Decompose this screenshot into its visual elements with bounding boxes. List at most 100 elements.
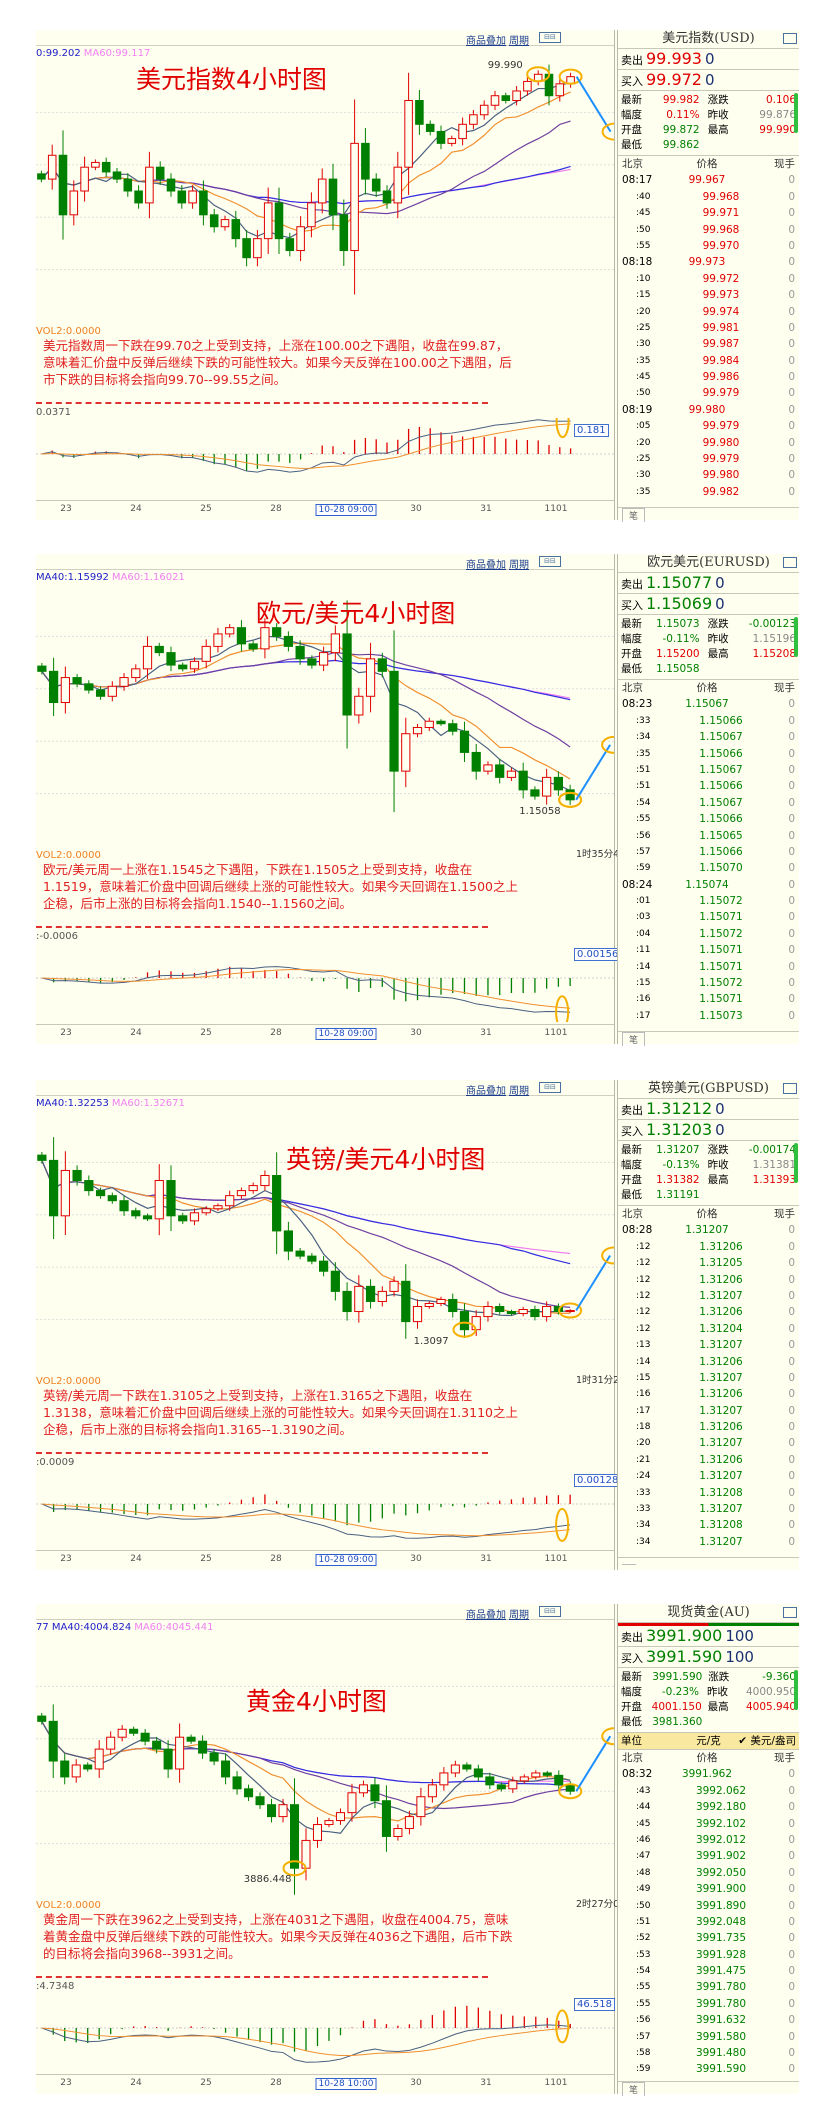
overlay-product-link[interactable]: 商品叠加 [466, 1086, 506, 1097]
tick-row: :15 1.31207 0 [618, 1370, 799, 1386]
candle [448, 723, 458, 732]
stat-label: 涨跌 [707, 1144, 729, 1156]
buy-row: 买入 1.15069 0 [618, 594, 799, 615]
chart-panel: 商品叠加 周期 ⊟⊟ MA40:1.32253 MA60:1.32671 英镑/美元4小时… [36, 1080, 799, 1571]
tick-volume: 0 [788, 911, 795, 924]
unit-option[interactable]: 元/克 [696, 1735, 721, 1747]
tick-time: :45 [636, 372, 651, 383]
tick-price: 3992.102 [695, 1817, 747, 1830]
maximize-icon[interactable] [783, 33, 797, 44]
vol-label: VOL2:0.0000 [36, 326, 101, 337]
candle [145, 166, 154, 204]
period-link[interactable]: 周期 [509, 560, 529, 571]
tick-time: :53 [636, 1949, 651, 1960]
x-axis-label: 23 [60, 2078, 72, 2088]
tick-volume: 0 [788, 321, 795, 334]
tick-row: :18 1.31206 0 [618, 1419, 799, 1435]
maximize-icon[interactable] [783, 1083, 797, 1094]
candle [490, 95, 500, 106]
candle [393, 166, 403, 204]
tick-volume: 0 [788, 453, 795, 466]
unit-option[interactable]: ✔ 美元/盎司 [738, 1735, 796, 1747]
tick-time: :01 [636, 896, 651, 907]
overlay-product-link[interactable]: 商品叠加 [466, 1610, 506, 1621]
stat-label: 开盘 [621, 1701, 642, 1713]
tick-time: :55 [636, 814, 651, 825]
ma5-line [41, 1160, 571, 1317]
tick-row: :51 3992.048 0 [618, 1914, 799, 1930]
candle [253, 238, 262, 259]
stats-row: 开盘 1.31382 最高 1.31393 [621, 1173, 796, 1188]
candle [307, 202, 316, 228]
candle [142, 1215, 153, 1220]
tick-row: :12 1.31206 0 [618, 1272, 799, 1288]
ma60-value: MA60:4045.441 [134, 1622, 214, 1633]
tick-row: :21 1.31206 0 [618, 1452, 799, 1468]
tick-time: :33 [636, 1504, 651, 1515]
tick-price: 3991.632 [695, 2014, 747, 2027]
candle [189, 1212, 200, 1222]
highlight-circle [555, 418, 570, 439]
tick-row: :25 99.979 0 [618, 451, 799, 467]
buy-row: 买入 1.31203 0 [618, 1120, 799, 1141]
stats-scrollbar[interactable] [794, 617, 798, 657]
chart-panel: 商品叠加 周期 ⊟⊟ 0:99.202 MA60:99.117 美元指数4小时图 99.99… [36, 30, 799, 522]
candle [565, 1784, 575, 1792]
candle [248, 643, 258, 650]
period-link[interactable]: 周期 [509, 1086, 529, 1097]
overlay-product-link[interactable]: 商品叠加 [466, 560, 506, 571]
tick-price: 3991.580 [695, 2030, 747, 2043]
layout-toggle-icon[interactable]: ⊟⊟ [539, 32, 561, 43]
candle [60, 677, 70, 704]
tick-row: :59 1.15070 0 [618, 860, 799, 876]
ticks-column-header: 价格 [696, 1208, 718, 1220]
tab-trades[interactable]: 笔 [622, 1032, 646, 1046]
stats-row: 幅度 -0.23% 昨收 4000.950 [621, 1685, 796, 1700]
stats-scrollbar[interactable] [794, 1143, 798, 1183]
x-axis-label: 31 [480, 1028, 492, 1038]
candle [37, 1154, 47, 1161]
x-axis-label: 23 [60, 1028, 72, 1038]
buy-price: 3991.590 [646, 1647, 723, 1666]
tick-volume: 0 [788, 1240, 795, 1253]
tick-time: :16 [636, 1389, 651, 1400]
unit-selector[interactable]: 单位 元/克 ✔ 美元/盎司 [618, 1733, 799, 1750]
tick-time: :40 [636, 191, 651, 202]
overlay-product-link[interactable]: 商品叠加 [466, 36, 506, 47]
tick-row: :55 1.15066 0 [618, 811, 799, 827]
tick-volume: 0 [788, 1470, 795, 1483]
stats-scrollbar[interactable] [794, 1670, 798, 1710]
tick-time: :20 [636, 306, 651, 317]
stat-label: 最高 [707, 1174, 729, 1186]
tick-volume: 0 [788, 1388, 795, 1401]
maximize-icon[interactable] [783, 1607, 797, 1618]
candle [554, 1774, 564, 1786]
macd-dif-line [41, 1503, 571, 1539]
tick-time: :12 [636, 1274, 651, 1285]
x-axis-label: 30 [410, 504, 422, 514]
maximize-icon[interactable] [783, 557, 797, 568]
unit-option[interactable]: 单位 [621, 1735, 642, 1747]
candle [71, 1764, 81, 1778]
candle [209, 1752, 219, 1762]
stats-scrollbar[interactable] [794, 93, 798, 133]
layout-toggle-icon[interactable]: ⊟⊟ [539, 556, 561, 567]
tick-row: :51 1.15067 0 [618, 762, 799, 778]
period-link[interactable]: 周期 [509, 36, 529, 47]
candle [242, 238, 251, 259]
tick-price: 3991.928 [695, 1948, 747, 1961]
tick-time: :50 [636, 1900, 651, 1911]
tab-trades[interactable]: 笔 [622, 508, 646, 522]
tick-volume: 0 [788, 1306, 795, 1319]
tick-time: 08:23 [622, 698, 653, 711]
tab-trades[interactable]: 笔 [622, 2082, 646, 2096]
tick-price: 1.15066 [699, 813, 743, 826]
layout-toggle-icon[interactable]: ⊟⊟ [539, 1082, 561, 1093]
tab-trades[interactable] [622, 1564, 636, 1565]
stat-value: 0.11% [666, 109, 700, 121]
period-link[interactable]: 周期 [509, 1610, 529, 1621]
layout-toggle-icon[interactable]: ⊟⊟ [539, 1606, 561, 1617]
